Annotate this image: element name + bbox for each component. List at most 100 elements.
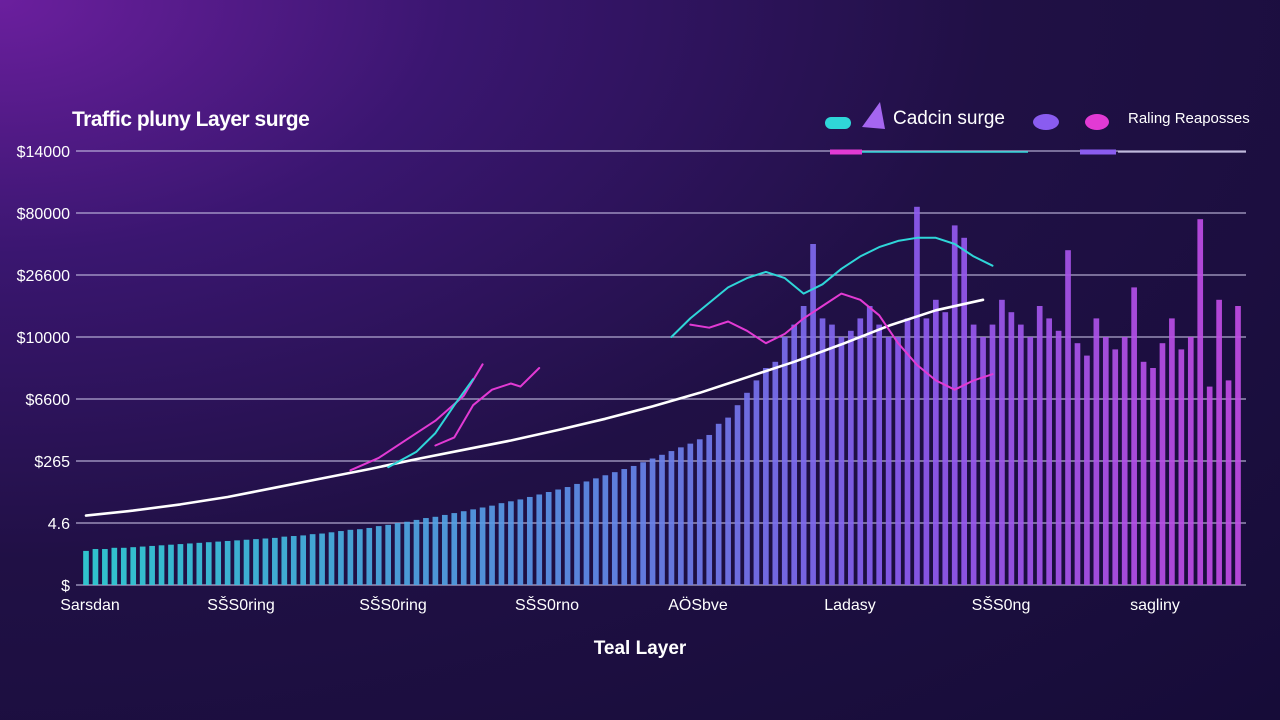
bar — [933, 299, 939, 585]
bar — [857, 318, 864, 585]
bar — [517, 499, 524, 585]
bar — [602, 475, 609, 585]
bar — [696, 439, 703, 585]
bar — [555, 489, 561, 585]
bar — [394, 523, 401, 585]
bar — [829, 324, 835, 585]
bar — [866, 306, 873, 585]
bar — [876, 324, 883, 585]
x-tick-label: SŠS0rno — [515, 595, 579, 614]
bar — [149, 545, 155, 585]
y-tick-label: $6600 — [26, 392, 71, 409]
bar — [781, 337, 788, 585]
bar — [102, 549, 108, 585]
bar — [961, 237, 967, 586]
bar — [687, 443, 694, 585]
bar — [1178, 349, 1185, 585]
y-tick-label: $80000 — [17, 206, 70, 223]
bar — [187, 543, 193, 585]
bar — [772, 361, 779, 585]
bar — [725, 417, 731, 585]
bar — [413, 519, 420, 585]
bar — [168, 544, 174, 585]
series-line-magenta-2 — [434, 367, 541, 447]
bar — [441, 514, 448, 585]
bar — [196, 542, 203, 585]
bar — [262, 538, 269, 585]
x-tick-label: SŠS0ring — [207, 595, 275, 614]
bar — [536, 494, 543, 585]
bar — [498, 503, 505, 585]
bar — [1187, 337, 1194, 585]
bar — [526, 496, 533, 585]
bar — [980, 337, 986, 585]
bar — [253, 539, 259, 585]
bar — [640, 462, 646, 585]
bar — [923, 318, 930, 585]
bar — [92, 549, 99, 585]
bar — [1102, 337, 1109, 585]
series-line-magenta-1 — [349, 363, 484, 472]
bar — [678, 447, 684, 585]
bar — [460, 511, 467, 585]
bar — [423, 518, 429, 585]
bar — [593, 478, 599, 585]
bar — [508, 501, 514, 585]
bar — [791, 324, 798, 585]
bar — [715, 423, 722, 585]
bar — [621, 469, 628, 585]
bar — [819, 318, 826, 585]
bar — [583, 481, 590, 585]
bar — [338, 531, 344, 585]
bar — [224, 540, 231, 585]
x-axis-label: Teal Layer — [593, 638, 687, 659]
bar-series — [83, 206, 1241, 586]
bar — [904, 318, 911, 585]
legend-dot-violet — [1033, 114, 1059, 130]
bar — [574, 483, 580, 585]
y-tick-label: $265 — [34, 454, 70, 471]
bar — [800, 306, 807, 585]
bar — [319, 533, 325, 585]
bar — [848, 330, 854, 585]
bar — [1169, 318, 1175, 585]
bar — [1055, 330, 1062, 585]
bar — [1121, 337, 1128, 585]
bar — [1027, 337, 1034, 585]
bar — [838, 337, 845, 585]
bar — [1206, 386, 1213, 585]
bar — [1225, 380, 1232, 585]
bar — [1150, 368, 1156, 585]
bar — [1235, 306, 1241, 585]
bar — [970, 324, 977, 585]
bar — [1216, 299, 1222, 585]
legend-triangle-icon — [862, 102, 885, 129]
bar — [706, 434, 713, 585]
bar — [630, 465, 637, 585]
y-tick-label: $14000 — [17, 144, 70, 161]
bar — [158, 545, 165, 585]
bar — [404, 521, 410, 585]
bar — [470, 509, 476, 585]
bar — [328, 532, 335, 585]
bar — [611, 472, 618, 585]
line-series — [84, 236, 994, 517]
bar — [205, 542, 212, 585]
bar — [357, 529, 363, 585]
bar — [234, 540, 240, 585]
y-tick-label: 4.6 — [48, 516, 70, 533]
series-line-magenta-3 — [689, 292, 994, 391]
bar — [1036, 306, 1043, 585]
bar — [810, 244, 816, 585]
bar — [753, 380, 760, 585]
bar — [489, 505, 495, 585]
bar — [83, 550, 89, 585]
bar — [215, 541, 222, 585]
axis-ticks: $14000 $80000 $26600 $10000 $6600 $265 4.6 $ Sar… — [17, 144, 1180, 614]
x-tick-label: sagliny — [1130, 597, 1180, 614]
legend-label-raling-reaposses: Raling Reaposses — [1128, 110, 1250, 127]
bar — [1140, 361, 1147, 585]
bar — [744, 392, 750, 585]
bar — [1017, 324, 1024, 585]
bar — [432, 516, 439, 585]
